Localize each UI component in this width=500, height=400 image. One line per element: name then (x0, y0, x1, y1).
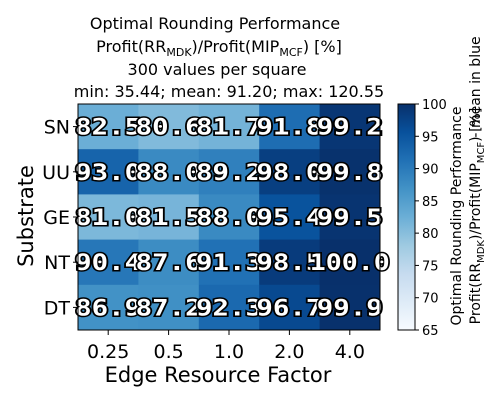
heatmap-cell (319, 149, 381, 195)
heatmap-cell (198, 149, 260, 195)
heatmap-cell (78, 239, 139, 286)
cell-value-label: 99.8 (317, 161, 383, 186)
colorbar-tick-label: 90 (422, 163, 439, 178)
cell-value-label: 87.2 (136, 296, 202, 321)
y-tick-label: SN (44, 117, 70, 139)
cell-value-label: 88.0 (136, 161, 202, 186)
colorbar-side-note: - mean in blue (468, 36, 484, 137)
heatmap-cell (259, 239, 321, 286)
heatmap-cell (138, 104, 200, 150)
cell-value-label: 99.2 (317, 116, 383, 141)
cell-value-label: 80.6 (136, 116, 202, 141)
heatmap-cell (319, 104, 381, 150)
heatmap-cell (78, 284, 139, 331)
colorbar-tick-label: 70 (422, 292, 439, 307)
y-tick-label: GE (43, 207, 70, 229)
colorbar-tick-label: 95 (422, 130, 439, 145)
y-tick-label: DT (44, 297, 71, 319)
cell-value-label: 81.7 (196, 116, 262, 141)
heatmap-cell (319, 284, 381, 331)
heatmap-cell (319, 239, 381, 286)
cell-value-label: 93.0 (75, 161, 141, 186)
chart-title-line3: 300 values per square (128, 60, 307, 79)
colorbar-tick-label: 80 (422, 227, 439, 242)
cell-value-label: 82.5 (75, 116, 141, 141)
heatmap-cell (259, 284, 321, 331)
x-tick-label: 2.0 (274, 341, 304, 363)
y-tick-label: UU (42, 162, 70, 184)
heatmap-cell (138, 239, 200, 286)
cell-value-label: 90.4 (75, 251, 141, 276)
colorbar-tick-label: 65 (422, 324, 439, 339)
cell-value-label: 91.3 (196, 251, 262, 276)
colorbar-label-line2: Profit(RRMDK)/Profit(MIPMCF) [%] (468, 108, 487, 325)
heatmap-cell (259, 149, 321, 195)
heatmap-cell (78, 104, 139, 150)
colorbar-tick-label: 75 (422, 259, 439, 274)
x-axis-label: Edge Resource Factor (105, 363, 332, 387)
colorbar-ticks: 65 70 75 80 85 90 95 100 (415, 98, 447, 339)
cell-value-label: 91.8 (256, 116, 322, 141)
x-tick-label: 0.25 (87, 341, 129, 363)
cell-value-label: 81.5 (136, 206, 202, 231)
chart-title-line1: Optimal Rounding Performance (90, 14, 340, 33)
cell-value-label: 99.9 (317, 296, 383, 321)
colorbar-label-line1: Optimal Rounding Performance (449, 107, 465, 326)
cell-value-label: 100.0 (310, 251, 390, 276)
cell-value-label: 98.0 (256, 161, 322, 186)
y-axis-ticks: SN UU GE NT DT (42, 117, 78, 319)
cell-value-label: 99.5 (317, 206, 383, 231)
chart-title-line4: min: 35.44; mean: 91.20; max: 120.55 (74, 82, 384, 101)
x-tick-label: 0.5 (153, 341, 183, 363)
heatmap-cell (319, 194, 381, 241)
x-tick-label: 4.0 (335, 341, 365, 363)
cell-value-label: 86.9 (75, 296, 141, 321)
heatmap-cell (198, 104, 260, 150)
heatmap-cell (198, 284, 260, 331)
y-tick-label: NT (44, 252, 70, 274)
heatmap-cell (138, 194, 200, 241)
cell-value-label: 81.0 (75, 206, 141, 231)
heatmap-cells (78, 104, 381, 331)
chart-title-line2: Profit(RRMDK)/Profit(MIPMCF) [%] (96, 37, 342, 59)
heatmap-cell-labels: 82.580.681.791.899.293.088.089.298.099.8… (74, 114, 392, 323)
x-axis-ticks: 0.25 0.5 1.0 2.0 4.0 (87, 330, 365, 363)
colorbar (397, 103, 416, 331)
colorbar-tick-label: 85 (422, 195, 439, 210)
colorbar-tick-label: 100 (422, 98, 447, 113)
heatmap-cell (259, 104, 321, 150)
heatmap-cell (138, 284, 200, 331)
heatmap-cell (78, 194, 139, 241)
heatmap-cell (259, 194, 321, 241)
cell-value-label: 87.6 (136, 251, 202, 276)
cell-value-label: 89.2 (196, 161, 262, 186)
heatmap-cell (198, 239, 260, 286)
y-axis-label: Substrate (14, 165, 38, 267)
cell-value-label: 98.5 (256, 251, 322, 276)
cell-value-label: 96.7 (256, 296, 322, 321)
heatmap-cell (78, 149, 139, 195)
cell-value-label: 88.0 (196, 206, 262, 231)
cell-value-label: 95.4 (256, 206, 322, 231)
x-tick-label: 1.0 (214, 341, 244, 363)
cell-value-label: 92.3 (196, 296, 262, 321)
heatmap-cell (138, 149, 200, 195)
heatmap-cell (198, 194, 260, 241)
